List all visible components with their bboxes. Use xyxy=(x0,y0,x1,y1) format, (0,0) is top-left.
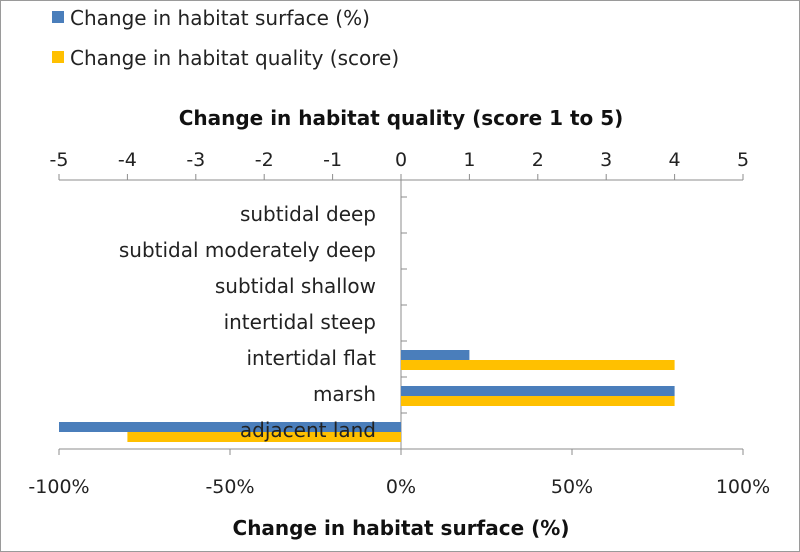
top-tick-label: -2 xyxy=(255,149,274,171)
top-tick-label: 5 xyxy=(737,149,749,171)
category-label: marsh xyxy=(313,382,376,406)
category-label: subtidal deep xyxy=(240,202,376,226)
bottom-tick-label: 50% xyxy=(551,476,593,498)
top-tick-label: -1 xyxy=(323,149,342,171)
bottom-tick-label: 0% xyxy=(386,476,416,498)
legend: Change in habitat surface (%) Change in … xyxy=(52,6,399,70)
bottom-tick-label: -100% xyxy=(28,476,89,498)
category-label: intertidal flat xyxy=(246,346,376,370)
legend-swatch-quality xyxy=(52,51,64,63)
bar-quality xyxy=(401,396,675,406)
top-tick-label: 0 xyxy=(395,149,407,171)
legend-swatch-surface xyxy=(52,11,64,23)
top-tick-label: -4 xyxy=(118,149,137,171)
bar-quality xyxy=(127,432,402,442)
axes xyxy=(58,174,744,455)
bars xyxy=(59,350,675,442)
top-tick-label: 2 xyxy=(532,149,544,171)
bottom-axis-title: Change in habitat surface (%) xyxy=(233,516,570,540)
bottom-axis-ticks: -100% -50% 0% 50% 100% xyxy=(28,476,770,498)
legend-label-quality: Change in habitat quality (score) xyxy=(70,46,399,70)
category-labels: subtidal deep subtidal moderately deep sub… xyxy=(119,202,376,442)
bottom-tick-label: 100% xyxy=(716,476,770,498)
top-tick-label: 4 xyxy=(669,149,681,171)
top-tick-label: 3 xyxy=(600,149,612,171)
category-label: intertidal steep xyxy=(224,310,376,334)
top-axis-title: Change in habitat quality (score 1 to 5) xyxy=(179,106,624,130)
top-axis-ticks: -5 -4 -3 -2 -1 0 1 2 3 4 5 xyxy=(50,149,750,171)
category-label: adjacent land xyxy=(240,418,376,442)
top-tick-label: 1 xyxy=(463,149,475,171)
category-label: subtidal shallow xyxy=(215,274,376,298)
bar-surface xyxy=(401,350,470,360)
top-tick-label: -5 xyxy=(50,149,69,171)
bar-surface xyxy=(59,422,401,432)
top-tick-label: -3 xyxy=(186,149,205,171)
legend-label-surface: Change in habitat surface (%) xyxy=(70,6,370,30)
bottom-tick-label: -50% xyxy=(205,476,254,498)
bar-surface xyxy=(401,386,675,396)
bar-quality xyxy=(401,360,675,370)
category-label: subtidal moderately deep xyxy=(119,238,376,262)
